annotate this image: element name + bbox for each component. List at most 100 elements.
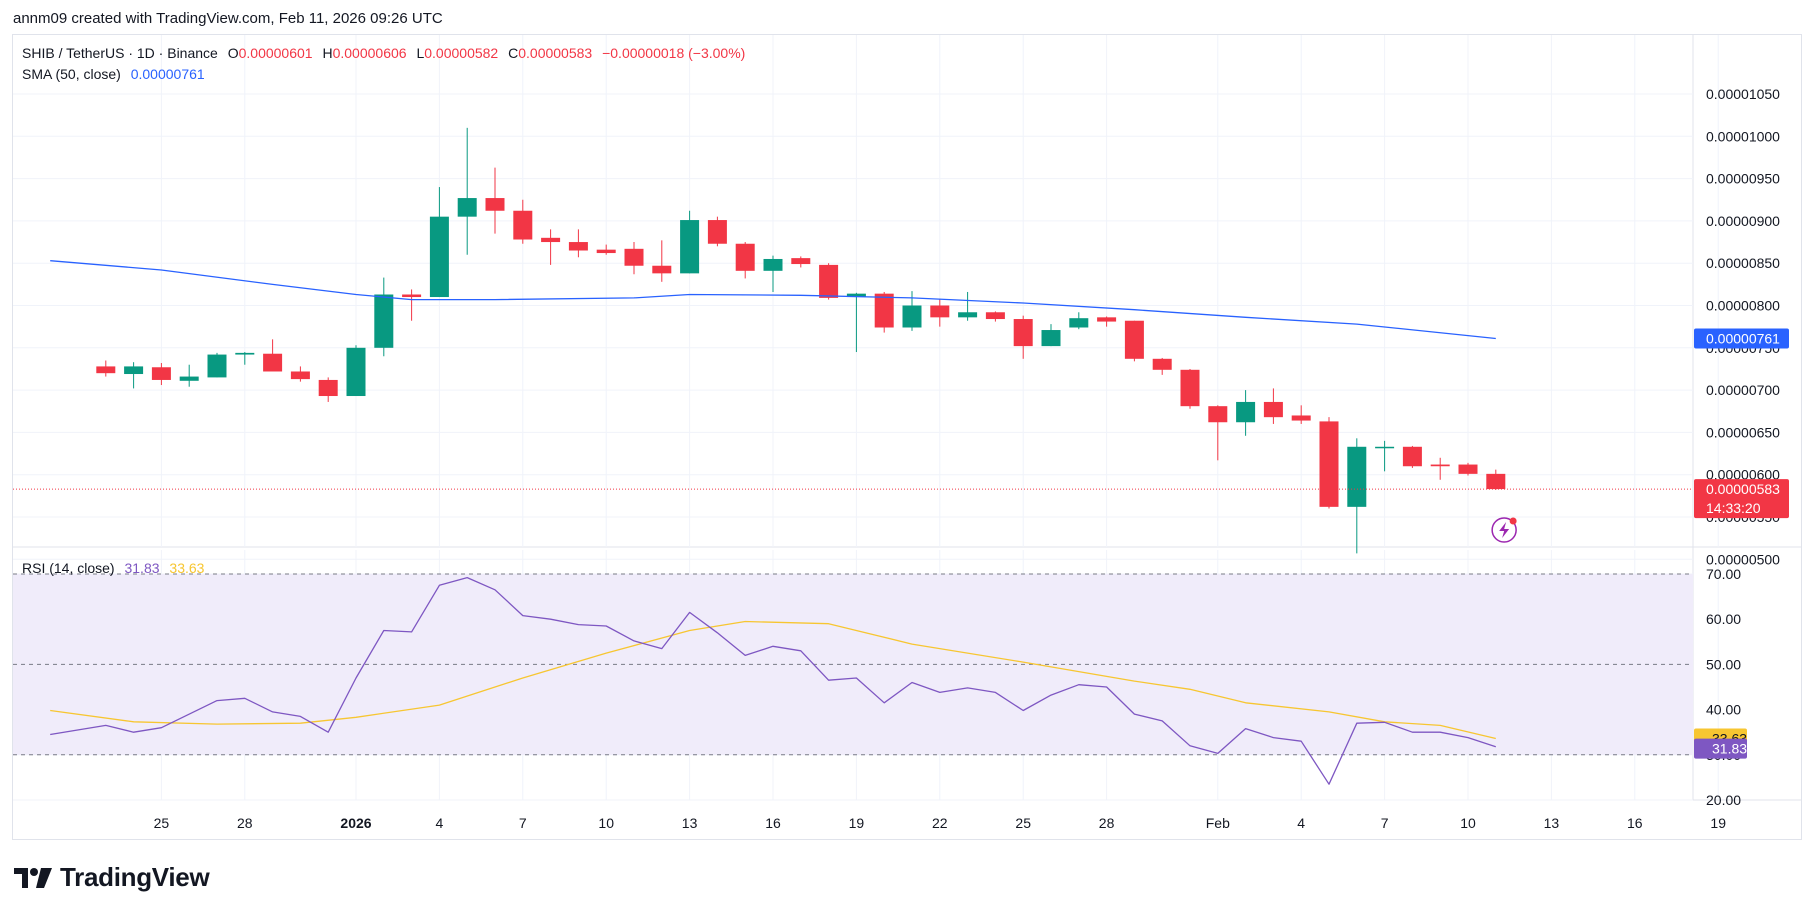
candle-body <box>151 367 171 380</box>
x-tick-label: Feb <box>1206 815 1230 831</box>
price-tick-label: 0.00000950 <box>1706 171 1780 187</box>
x-tick-label: 7 <box>1381 815 1389 831</box>
candle-body <box>429 216 449 298</box>
rsi-tick-label: 20.00 <box>1706 792 1741 808</box>
candle-body <box>985 312 1005 320</box>
candle-body <box>1430 464 1450 467</box>
x-tick-label: 4 <box>436 815 444 831</box>
x-tick-label: 25 <box>1015 815 1031 831</box>
open-value: 0.00000601 <box>238 45 313 61</box>
candle-body <box>1152 358 1172 370</box>
sma-line <box>50 260 1496 340</box>
price-tick-label: 0.00000700 <box>1706 382 1780 398</box>
tradingview-logo-icon <box>14 867 52 888</box>
candle-body <box>568 242 588 251</box>
x-tick-label: 16 <box>1627 815 1643 831</box>
candle-body <box>207 354 227 378</box>
price-tick-label: 0.00000800 <box>1706 298 1780 314</box>
candle-body <box>707 220 727 244</box>
rsi-ma-value: 33.63 <box>169 560 205 576</box>
rsi-line <box>50 576 1497 785</box>
candle-body <box>1208 406 1228 423</box>
rsi-badge-text: 31.83 <box>1712 741 1747 757</box>
last-price-badge-text: 14:33:20 <box>1706 500 1761 516</box>
candle-body <box>402 294 422 298</box>
candle-body <box>1124 320 1144 359</box>
x-tick-label: 19 <box>1710 815 1726 831</box>
candle-body <box>791 258 811 265</box>
candle-body <box>541 237 561 243</box>
indicator-lines <box>13 260 1693 785</box>
candle-body <box>763 258 783 271</box>
candle-body <box>819 264 839 298</box>
candle-body <box>680 220 700 274</box>
candle-body <box>1069 318 1089 328</box>
candle-body <box>1319 421 1339 507</box>
candle-body <box>1458 464 1478 474</box>
candle-body <box>1291 415 1311 421</box>
candle-body <box>346 347 366 397</box>
candle-body <box>846 293 866 298</box>
candle-body <box>1402 446 1422 467</box>
candle-body <box>902 305 922 328</box>
x-tick-label: 10 <box>598 815 614 831</box>
candle-body <box>263 353 283 372</box>
candle-body <box>1486 473 1506 490</box>
candle-body <box>735 243 755 271</box>
symbol-label[interactable]: SHIB / TetherUS · 1D · Binance <box>22 45 218 61</box>
sma-price-badge-text: 0.00000761 <box>1706 330 1780 346</box>
candle-body <box>1375 446 1395 449</box>
x-tick-label: 7 <box>519 815 527 831</box>
x-tick-label: 2026 <box>340 815 371 831</box>
x-tick-label: 28 <box>237 815 253 831</box>
low-value: 0.00000582 <box>424 45 499 61</box>
candle-body <box>457 198 477 217</box>
sma-value: 0.00000761 <box>130 66 205 82</box>
x-tick-label: 16 <box>765 815 781 831</box>
rsi-label[interactable]: RSI (14, close) <box>22 560 115 576</box>
sma-price-badge <box>1694 328 1789 349</box>
candle-body <box>596 249 616 254</box>
x-tick-label: 19 <box>849 815 865 831</box>
price-tick-label: 0.00000650 <box>1706 424 1780 440</box>
rsi-badge <box>1694 738 1747 759</box>
rsi-tick-label: 70.00 <box>1706 566 1741 582</box>
sma-legend: SMA (50, close) 0.00000761 <box>22 66 211 82</box>
x-tick-label: 4 <box>1297 815 1305 831</box>
open-label: O <box>227 45 239 61</box>
close-value: 0.00000583 <box>518 45 593 61</box>
high-label: H <box>322 45 333 61</box>
lightning-alert-dot-icon <box>1509 517 1517 525</box>
rsi-value: 31.83 <box>124 560 160 576</box>
candles-group <box>96 127 1506 554</box>
x-tick-label: 28 <box>1099 815 1115 831</box>
candle-body <box>513 210 533 240</box>
x-tick-label: 22 <box>932 815 948 831</box>
candle-body <box>1180 369 1200 407</box>
change-value: −0.00000018 (−3.00%) <box>602 45 746 61</box>
candle-body <box>930 305 950 318</box>
candle-body <box>318 379 338 397</box>
x-tick-label: 10 <box>1460 815 1476 831</box>
candle-body <box>1236 401 1256 423</box>
tradingview-brand[interactable]: TradingView <box>14 862 210 893</box>
candle-body <box>1097 317 1117 322</box>
lightning-bolt-icon <box>1499 522 1510 538</box>
last-price-badge-text: 0.00000583 <box>1706 481 1780 497</box>
candle-body <box>124 366 144 375</box>
price-tick-label: 0.00001050 <box>1706 86 1780 102</box>
rsi-band-group <box>13 573 1693 756</box>
price-tick-label: 0.00000500 <box>1706 551 1780 567</box>
rsi-tick-label: 60.00 <box>1706 611 1741 627</box>
candle-body <box>179 376 199 381</box>
rsi-tick-label: 50.00 <box>1706 656 1741 672</box>
candle-body <box>624 248 644 266</box>
high-value: 0.00000606 <box>332 45 407 61</box>
candle-body <box>374 294 394 348</box>
sma-label[interactable]: SMA (50, close) <box>22 66 121 82</box>
candle-body <box>874 293 894 328</box>
candle-body <box>290 371 310 380</box>
price-tick-label: 0.00000900 <box>1706 213 1780 229</box>
